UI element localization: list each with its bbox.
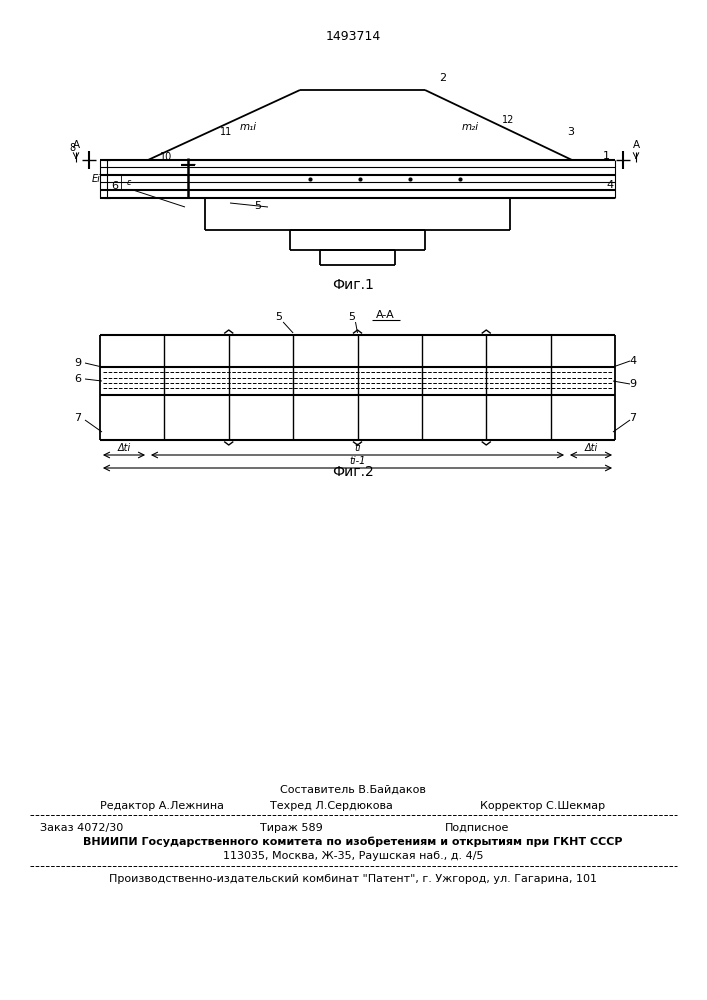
Text: 7: 7 xyxy=(629,413,636,423)
Text: 4: 4 xyxy=(629,356,636,366)
Text: Корректор С.Шекмар: Корректор С.Шекмар xyxy=(480,801,605,811)
Text: Составитель В.Байдаков: Составитель В.Байдаков xyxy=(280,785,426,795)
Text: Заказ 4072/30: Заказ 4072/30 xyxy=(40,823,123,833)
Text: 5: 5 xyxy=(255,201,262,211)
Text: 2: 2 xyxy=(440,73,447,83)
Text: m₂i: m₂i xyxy=(462,122,479,132)
Text: m₁i: m₁i xyxy=(240,122,257,132)
Text: Производственно-издательский комбинат "Патент", г. Ужгород, ул. Гагарина, 101: Производственно-издательский комбинат "П… xyxy=(109,874,597,884)
Text: ВНИИПИ Государственного комитета по изобретениям и открытиям при ГКНТ СССР: ВНИИПИ Государственного комитета по изоб… xyxy=(83,837,623,847)
Text: Подписное: Подписное xyxy=(445,823,509,833)
Text: 8: 8 xyxy=(69,143,75,153)
Text: ti-1: ti-1 xyxy=(349,456,366,466)
Text: 5: 5 xyxy=(348,312,355,322)
Text: Фиг.1: Фиг.1 xyxy=(332,278,374,292)
Text: 3: 3 xyxy=(568,127,575,137)
Text: 6: 6 xyxy=(74,374,81,384)
Text: ε: ε xyxy=(127,178,132,187)
Text: 113035, Москва, Ж-35, Раушская наб., д. 4/5: 113035, Москва, Ж-35, Раушская наб., д. … xyxy=(223,851,484,861)
Text: 11: 11 xyxy=(220,127,232,137)
Text: Δti: Δti xyxy=(117,443,131,453)
Text: Фиг.2: Фиг.2 xyxy=(332,465,374,479)
Text: 1: 1 xyxy=(602,151,609,161)
Text: Δti: Δti xyxy=(585,443,597,453)
Text: 7: 7 xyxy=(74,413,81,423)
Text: 10: 10 xyxy=(160,152,172,162)
Text: 4: 4 xyxy=(607,180,614,190)
Text: Редактор А.Лежнина: Редактор А.Лежнина xyxy=(100,801,224,811)
Text: 1493714: 1493714 xyxy=(325,30,380,43)
Text: 12: 12 xyxy=(502,115,514,125)
Text: Ei: Ei xyxy=(92,174,100,184)
Text: A: A xyxy=(72,140,80,150)
Text: Тираж 589: Тираж 589 xyxy=(260,823,323,833)
Text: A-A: A-A xyxy=(376,310,395,320)
Text: Техред Л.Сердюкова: Техред Л.Сердюкова xyxy=(270,801,393,811)
Text: 5: 5 xyxy=(276,312,283,322)
Text: ti: ti xyxy=(354,443,361,453)
Text: 6: 6 xyxy=(112,181,119,191)
Text: A: A xyxy=(633,140,640,150)
Text: 9: 9 xyxy=(74,358,81,368)
Text: 9: 9 xyxy=(629,379,636,389)
